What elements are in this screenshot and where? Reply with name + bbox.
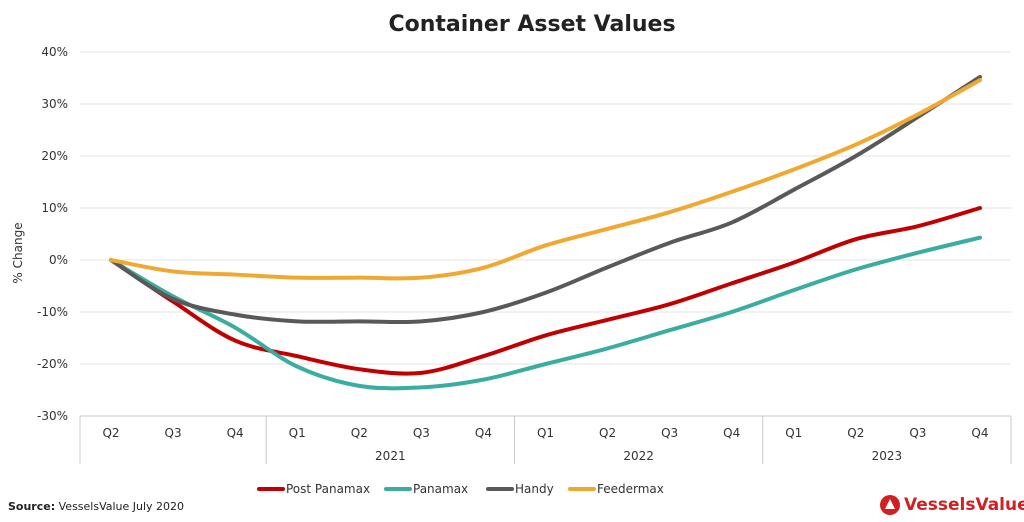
legend-label-handy: Handy [515,482,554,496]
axes: -30% -20% -10% 0% 10% 20% 30% 40% Q2 Q3 Q4 Q1 Q2 Q3 Q4… [37,45,1012,464]
legend-label-feedermax: Feedermax [597,482,664,496]
y-tick-label: 0% [49,253,68,267]
x-tick-label: Q2 [351,426,368,440]
y-tick-label: 40% [41,45,68,59]
y-tick-label: -30% [37,409,68,423]
x-tick-label: Q4 [475,426,492,440]
y-tick-label: 10% [41,201,68,215]
legend-label-post-panamax: Post Panamax [286,482,370,496]
chart-title: Container Asset Values [388,12,675,37]
year-group-label: 2021 [375,449,406,463]
logo-icon [880,495,900,515]
series-line-feedermax [109,78,982,281]
gridlines [80,51,1011,417]
series-line-handy [109,74,982,325]
y-axis-label: % Change [11,222,25,283]
x-tick-label: Q4 [227,426,244,440]
x-tick-label: Q2 [599,426,616,440]
x-tick-label: Q1 [785,426,802,440]
series-lines [109,74,982,391]
source-text: VesselsValue July 2020 [58,500,185,513]
series-line-panamax [109,235,982,391]
year-group-label: 2022 [623,449,654,463]
x-tick-label: Q3 [165,426,182,440]
y-tick-label: 30% [41,97,68,111]
legend: Post Panamax Panamax Handy Feedermax [257,482,664,496]
x-tick-label: Q3 [413,426,430,440]
brand-logo: VesselsValue [880,492,1024,518]
series-line-post-panamax [109,206,982,376]
x-tick-label: Q1 [289,426,306,440]
x-tick-label: Q4 [971,426,988,440]
y-tick-label: -10% [37,305,68,319]
source-label: Source: [8,500,56,513]
x-tick-label: Q2 [847,426,864,440]
logo-text: VesselsValue [904,495,1024,515]
year-group-label: 2023 [872,449,903,463]
y-tick-label: -20% [37,357,68,371]
legend-label-panamax: Panamax [413,482,468,496]
x-tick-label: Q3 [909,426,926,440]
source-note: Source: VesselsValue July 2020 [8,500,184,513]
x-tick-label: Q2 [102,426,119,440]
x-tick-label: Q4 [723,426,740,440]
x-tick-label: Q3 [661,426,678,440]
y-tick-label: 20% [41,149,68,163]
x-tick-label: Q1 [537,426,554,440]
